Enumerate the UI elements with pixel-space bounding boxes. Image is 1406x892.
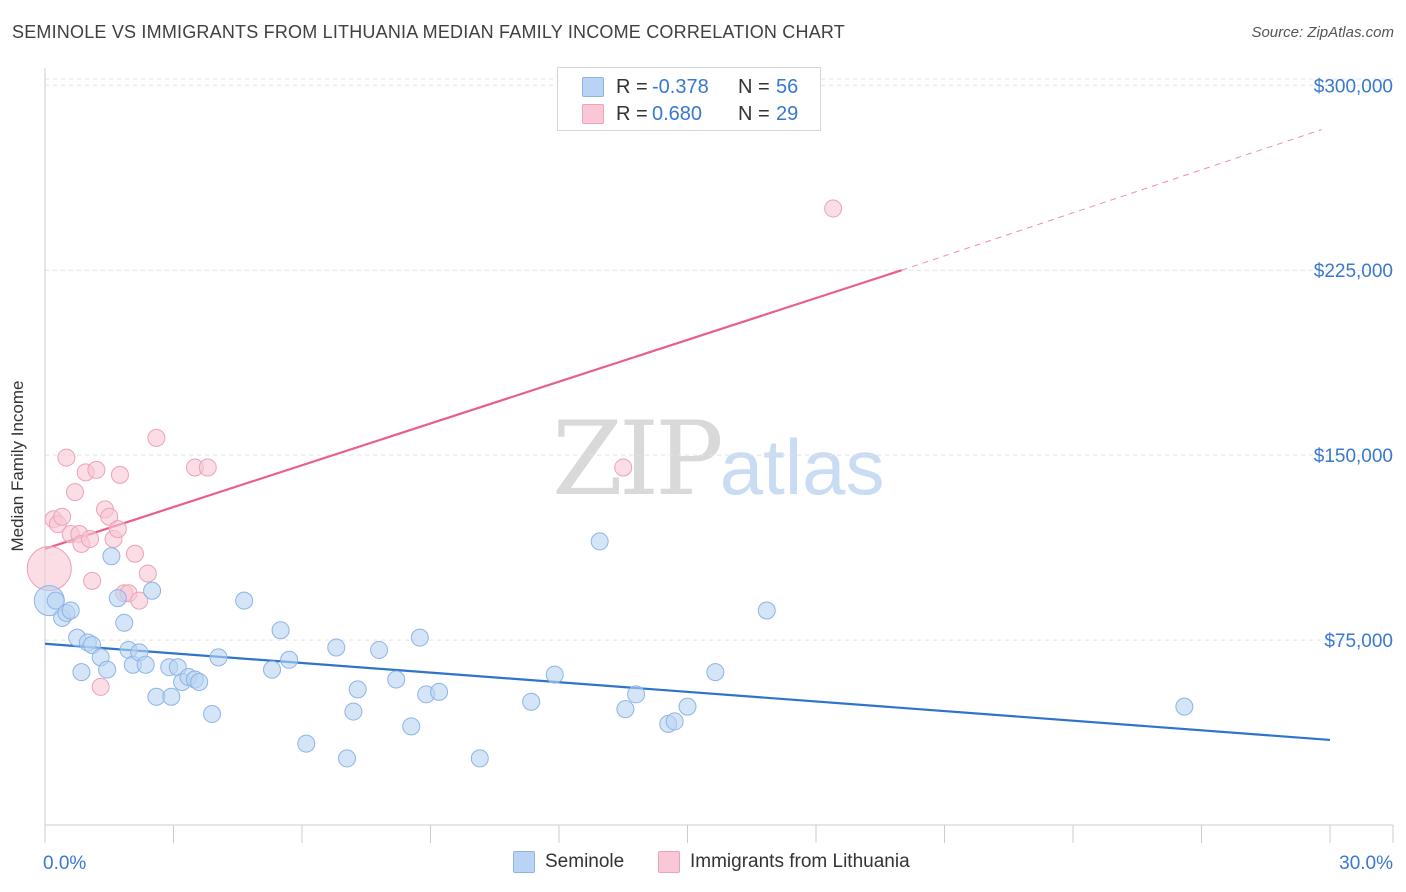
seminole-point [470,749,489,768]
seminole-trend-line [44,642,1331,742]
seminole-point [522,692,541,711]
n-label: N = [738,75,770,98]
seminole-legend-label: Seminole [545,851,625,872]
seminole-point [370,640,389,659]
seminole-point [83,635,102,654]
lithuania-point [53,507,72,526]
lithuania-point [26,546,72,592]
lithuania-point [147,428,166,447]
seminole-point [410,628,429,647]
lithuania-legend-label: Immigrants from Lithuania [690,851,910,872]
seminole-point [757,601,776,620]
lithuania-point [80,529,99,548]
lithuania-point [91,677,110,696]
seminole-point [147,687,166,706]
y-tick-label: $75,000 [1324,631,1393,652]
seminole-point [327,638,346,657]
axis-layer [44,68,1394,843]
seminole-point [344,702,363,721]
lithuania-point [130,591,149,610]
legend-item-seminole[interactable]: Seminole [513,851,624,873]
n-value: 56 [776,75,799,98]
lithuania-point [138,564,157,583]
seminole-point [72,663,91,682]
seminole-point [190,672,209,691]
y-axis-label-text: Median Family Income [8,380,27,552]
lithuania-point [87,460,106,479]
lithuania-point [125,544,144,563]
seminole-point [678,697,697,716]
grid-layer [45,78,1393,641]
seminole-point [271,621,290,640]
seminole-point [143,581,162,600]
watermark-atlas: atlas [719,423,885,511]
lithuania-point [100,507,119,526]
seminole-point [46,591,65,610]
seminole-point [590,532,609,551]
lithuania-point [57,448,76,467]
n-label: N = [738,102,770,125]
seminole-point [297,734,316,753]
seminole-point [102,547,121,566]
seminole-point [136,655,155,674]
seminole-point [115,613,134,632]
lithuania-trend-extension [901,129,1322,271]
y-tick-label: $300,000 [1314,76,1393,97]
r-value: 0.680 [652,102,703,125]
watermark-zip: ZIP [552,400,724,519]
seminole-legend-swatch [513,851,535,873]
seminole-point [616,700,635,719]
seminole-point [665,712,684,731]
y-tick-label: $150,000 [1314,446,1393,467]
seminole-point [1175,697,1194,716]
seminole-point [280,650,299,669]
seminole-point [706,663,725,682]
seminole-point [61,601,80,620]
r-value: -0.378 [652,75,709,98]
lithuania-point [108,520,127,539]
x-tick-label: 30.0% [1339,853,1393,874]
seminole-point [162,687,181,706]
r-label: R = [616,102,648,125]
label-layer: $75,000 $150,000 $225,000 $300,000 0.0% 30.0% [43,76,1393,874]
seminole-point [203,705,222,724]
lithuania-point [65,483,84,502]
seminole-point [627,685,646,704]
chart-title: SEMINOLE VS IMMIGRANTS FROM LITHUANIA ME… [12,22,845,42]
trend-layer [44,129,1331,742]
stats-legend: R = -0.378 N = 56 R = 0.680 N = 29 [557,67,821,131]
x-tick-label: 0.0% [43,853,86,874]
seminole-point [263,660,282,679]
lithuania-legend-swatch [658,851,680,873]
lithuania-point [83,571,102,590]
source-label: Source: ZipAtlas.com [1251,24,1394,41]
stats-row-seminole: R = -0.378 N = 56 [582,74,798,100]
lithuania-trend-line [44,269,903,550]
seminole-point [402,717,421,736]
seminole-point [235,591,254,610]
lithuania-swatch [582,104,604,124]
watermark: ZIPatlas [552,400,885,519]
seminole-point [337,749,356,768]
legend-item-lithuania[interactable]: Immigrants from Lithuania [658,851,910,873]
points-layer [26,199,1194,768]
lithuania-point [824,199,843,218]
r-label: R = [616,75,648,98]
stats-row-lithuania: R = 0.680 N = 29 [582,101,798,127]
y-tick-label: $225,000 [1314,261,1393,282]
n-value: 29 [776,102,799,125]
seminole-point [387,670,406,689]
lithuania-point [614,458,633,477]
seminole-point [98,660,117,679]
seminole-point [430,682,449,701]
seminole-point [108,589,127,608]
seminole-point [545,665,564,684]
lithuania-point [198,458,217,477]
seminole-point [348,680,367,699]
seminole-point [209,648,228,667]
seminole-swatch [582,77,604,97]
lithuania-point [110,465,129,484]
